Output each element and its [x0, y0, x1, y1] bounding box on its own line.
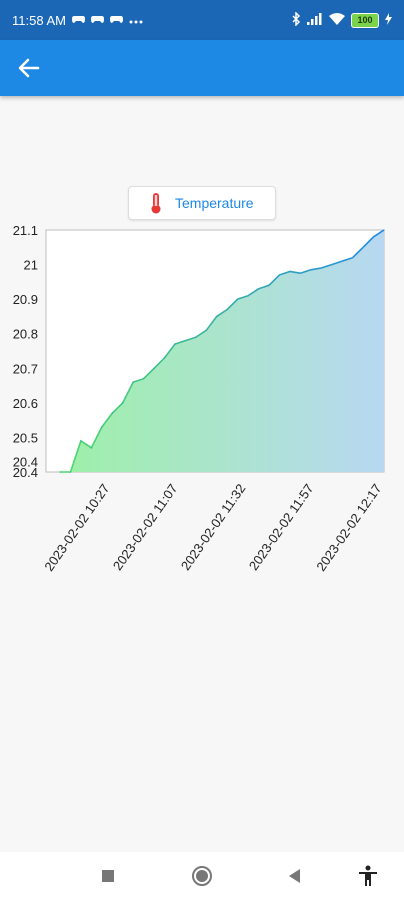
data-point: [268, 284, 270, 287]
y-tick-label: 20.5: [13, 430, 38, 445]
y-tick-label: 20.6: [13, 396, 38, 411]
data-point: [351, 256, 354, 259]
y-tick-label: 20.4: [13, 465, 38, 480]
y-tick-label: 20.8: [13, 327, 38, 342]
home-button[interactable]: [190, 864, 214, 888]
nav-bar: [0, 852, 404, 900]
data-point: [121, 402, 124, 404]
data-point: [310, 268, 312, 271]
y-tick-label: 20.7: [13, 361, 38, 376]
data-point: [184, 339, 187, 342]
status-bar: 11:58 AM 100: [0, 0, 404, 40]
data-point: [101, 426, 103, 428]
data-point: [195, 336, 197, 338]
recent-apps-button[interactable]: [96, 864, 120, 888]
back-nav-button[interactable]: [283, 864, 307, 888]
data-point: [330, 263, 333, 266]
accessibility-button[interactable]: [356, 864, 380, 888]
x-tick-label: 2023-02-02 12:17: [313, 481, 384, 574]
bluetooth-icon: [292, 10, 301, 29]
data-point: [383, 229, 385, 231]
data-point: [205, 329, 208, 332]
data-point: [289, 270, 291, 273]
data-point: [320, 267, 323, 269]
data-point: [257, 287, 260, 290]
game-controller-icon: [71, 14, 85, 26]
back-button[interactable]: [14, 54, 44, 82]
data-point: [226, 308, 229, 311]
app-bar: [0, 40, 404, 96]
charging-icon: [385, 12, 392, 28]
arrow-back-icon: [18, 58, 40, 78]
data-point: [111, 412, 114, 415]
data-point: [132, 381, 134, 383]
status-right: 100: [292, 10, 392, 29]
data-point: [69, 471, 72, 473]
square-icon: [102, 870, 114, 882]
data-point: [372, 236, 375, 238]
triangle-back-icon: [289, 869, 300, 883]
x-tick-label: 2023-02-02 11:07: [110, 481, 181, 573]
data-point: [247, 294, 249, 297]
series-line-temperature: [60, 229, 385, 473]
data-point: [215, 315, 218, 318]
data-point: [142, 377, 145, 380]
data-point: [236, 298, 239, 300]
game-controller-icon: [109, 14, 123, 26]
legend-temperature[interactable]: Temperature: [128, 186, 276, 220]
data-point: [153, 367, 155, 370]
y-tick-label: 20.4: [13, 455, 38, 470]
x-tick-label: 2023-02-02 11:57: [246, 481, 317, 573]
x-tick-label: 2023-02-02 11:32: [178, 481, 249, 573]
data-point: [299, 272, 302, 275]
data-point: [163, 357, 166, 359]
status-left: 11:58 AM: [12, 13, 143, 28]
data-point: [278, 274, 281, 276]
y-tick-label: 20.9: [13, 292, 38, 307]
data-point: [362, 246, 364, 249]
circle-icon: [192, 866, 212, 886]
x-tick-label: 2023-02-02 10:27: [41, 481, 112, 574]
thermometer-icon: [151, 193, 161, 214]
battery-indicator: 100: [351, 12, 379, 28]
status-time: 11:58 AM: [12, 12, 66, 28]
accessibility-icon: [359, 865, 377, 886]
y-tick-label: 21.1: [13, 223, 38, 238]
signal-icon: [307, 12, 323, 28]
temperature-chart: 21.12120.920.820.720.620.520.420.42023-0…: [13, 223, 385, 574]
wifi-icon: [329, 12, 345, 28]
data-point: [90, 447, 93, 449]
data-point: [341, 260, 343, 262]
data-point: [59, 471, 61, 473]
more-dots-icon: [129, 14, 143, 26]
data-point: [174, 343, 176, 345]
game-controller-icon: [90, 14, 104, 26]
y-tick-label: 21: [24, 258, 38, 273]
series-area-temperature: [60, 230, 384, 472]
data-point: [80, 440, 82, 442]
legend-label: Temperature: [175, 195, 254, 211]
